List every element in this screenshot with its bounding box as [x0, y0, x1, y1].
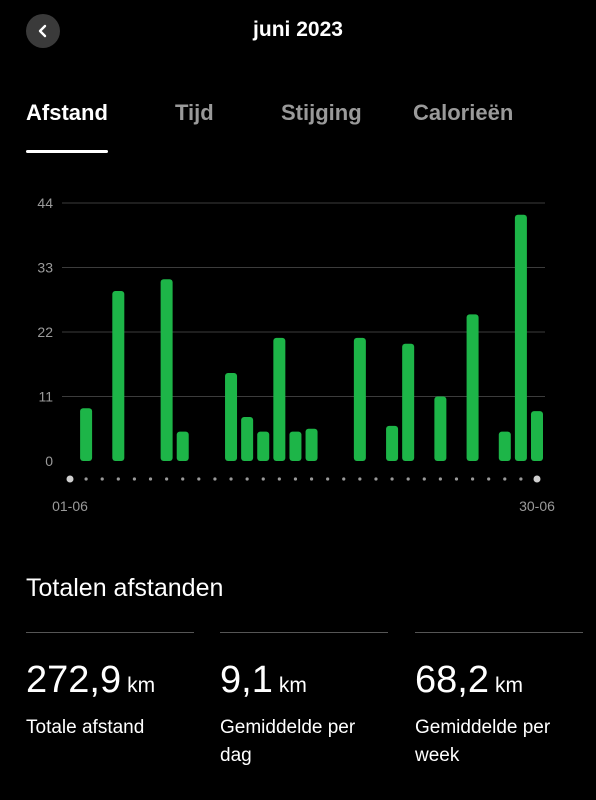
total-distance-card: 272,9 km Totale afstand: [26, 632, 194, 742]
total-distance-label: Totale afstand: [26, 717, 145, 738]
avg-per-week-label: Gemiddelde per week: [415, 717, 551, 766]
x-day-dot: [438, 477, 442, 481]
x-day-dot: [229, 477, 233, 481]
chevron-left-icon: [38, 24, 47, 38]
card-divider: [26, 632, 194, 633]
x-start-label: 01-06: [52, 498, 88, 514]
distance-bar-chart: 0 11 22 33 44 01-06 30-06: [37, 195, 555, 514]
x-day-dot: [533, 475, 541, 483]
x-day-dot: [470, 477, 475, 481]
bar-13-06[interactable]: [257, 431, 270, 461]
avg-per-week-unit: km: [494, 674, 523, 697]
x-day-dot: [454, 477, 459, 481]
bar-15-06[interactable]: [289, 431, 302, 461]
tab-afstand[interactable]: Afstand: [26, 100, 108, 125]
x-day-dot: [390, 477, 394, 481]
bar-11-06[interactable]: [225, 373, 238, 461]
x-day-dot: [66, 475, 74, 483]
y-tick-label: 11: [38, 389, 53, 405]
x-day-dot: [503, 477, 507, 481]
tab-bar: Afstand Tijd Stijging Calorieën: [0, 100, 596, 153]
x-day-dot: [116, 477, 120, 481]
bar-22-06[interactable]: [402, 343, 415, 461]
x-day-dot: [309, 477, 314, 481]
x-day-dot: [342, 477, 346, 481]
x-day-dot: [358, 477, 362, 481]
tab-tijd[interactable]: Tijd: [175, 100, 214, 125]
x-day-dot: [132, 477, 137, 481]
bar-30-06[interactable]: [531, 411, 543, 461]
y-tick-label: 22: [37, 324, 53, 340]
x-day-dot: [519, 477, 523, 481]
bar-12-06[interactable]: [241, 417, 254, 461]
x-day-dot: [148, 477, 153, 481]
bar-19-06[interactable]: [353, 337, 366, 461]
bar-26-06[interactable]: [466, 314, 479, 461]
tab-calorieen[interactable]: Calorieën: [413, 100, 514, 125]
avg-per-week-card: 68,2 km Gemiddelde per week: [415, 632, 583, 770]
x-day-dot: [374, 477, 378, 481]
bar-07-06[interactable]: [160, 279, 173, 461]
tab-stijging[interactable]: Stijging: [281, 100, 362, 125]
x-day-dot: [197, 477, 201, 481]
y-tick-label: 0: [45, 453, 53, 469]
page-title: juni 2023: [253, 18, 343, 41]
x-day-dot: [406, 477, 410, 481]
x-day-dot: [245, 477, 249, 481]
bar-21-06[interactable]: [386, 425, 399, 461]
x-day-dot: [261, 477, 265, 481]
x-day-dot: [277, 477, 281, 481]
bar-29-06[interactable]: [514, 214, 527, 461]
x-day-dot: [487, 477, 491, 481]
y-tick-label: 44: [37, 195, 53, 211]
avg-per-day-unit: km: [278, 674, 307, 697]
x-day-dot: [422, 477, 426, 481]
avg-per-day-value: 9,1: [220, 659, 273, 701]
bar-16-06[interactable]: [305, 428, 318, 461]
avg-per-week-value: 68,2: [415, 659, 489, 701]
x-day-dot: [293, 477, 298, 481]
active-tab-indicator: [26, 150, 108, 153]
x-day-dot: [165, 477, 169, 481]
bar-14-06[interactable]: [273, 337, 286, 461]
avg-per-day-card: 9,1 km Gemiddelde per dag: [220, 632, 388, 770]
bar-28-06[interactable]: [498, 431, 511, 461]
x-day-dot: [213, 477, 217, 481]
bar-08-06[interactable]: [176, 431, 189, 461]
x-day-dot: [181, 477, 185, 481]
bar-04-06[interactable]: [112, 290, 125, 461]
bar-24-06[interactable]: [434, 396, 447, 462]
x-day-dot: [84, 477, 88, 481]
bar-02-06[interactable]: [80, 408, 93, 461]
total-distance-unit: km: [127, 674, 156, 697]
y-tick-label: 33: [37, 260, 53, 276]
card-divider: [220, 632, 388, 633]
x-day-dot: [100, 477, 104, 481]
avg-per-day-label: Gemiddelde per dag: [220, 717, 356, 766]
x-end-label: 30-06: [519, 498, 555, 514]
total-distance-value: 272,9: [26, 659, 122, 701]
card-divider: [415, 632, 583, 633]
x-day-dot: [326, 477, 330, 481]
totals-title: Totalen afstanden: [26, 574, 224, 602]
back-button[interactable]: [26, 14, 60, 48]
